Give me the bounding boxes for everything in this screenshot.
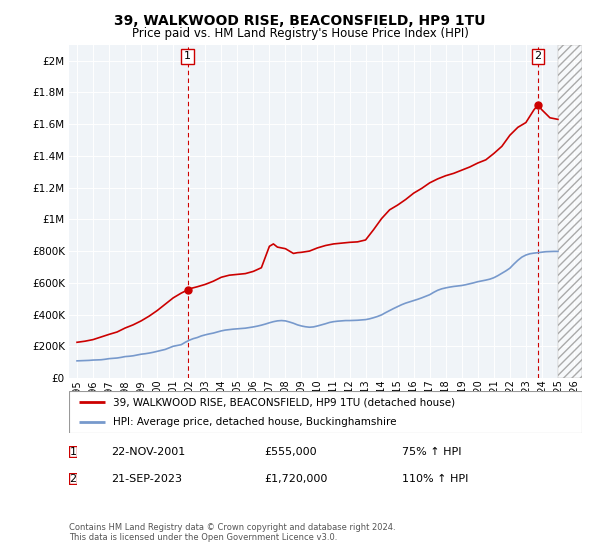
Text: £555,000: £555,000	[264, 447, 317, 457]
Text: 75% ↑ HPI: 75% ↑ HPI	[402, 447, 461, 457]
Text: 1: 1	[184, 52, 191, 62]
Text: 21-SEP-2023: 21-SEP-2023	[111, 474, 182, 484]
Text: 2: 2	[70, 474, 77, 484]
Text: Price paid vs. HM Land Registry's House Price Index (HPI): Price paid vs. HM Land Registry's House …	[131, 27, 469, 40]
Text: 22-NOV-2001: 22-NOV-2001	[111, 447, 185, 457]
Text: 39, WALKWOOD RISE, BEACONSFIELD, HP9 1TU: 39, WALKWOOD RISE, BEACONSFIELD, HP9 1TU	[114, 14, 486, 28]
Text: 39, WALKWOOD RISE, BEACONSFIELD, HP9 1TU (detached house): 39, WALKWOOD RISE, BEACONSFIELD, HP9 1TU…	[113, 397, 455, 407]
Text: HPI: Average price, detached house, Buckinghamshire: HPI: Average price, detached house, Buck…	[113, 417, 396, 427]
Text: £1,720,000: £1,720,000	[264, 474, 328, 484]
Text: Contains HM Land Registry data © Crown copyright and database right 2024.: Contains HM Land Registry data © Crown c…	[69, 523, 395, 532]
Text: 110% ↑ HPI: 110% ↑ HPI	[402, 474, 469, 484]
Text: 1: 1	[70, 447, 76, 457]
Text: This data is licensed under the Open Government Licence v3.0.: This data is licensed under the Open Gov…	[69, 533, 337, 542]
Text: 2: 2	[535, 52, 541, 62]
